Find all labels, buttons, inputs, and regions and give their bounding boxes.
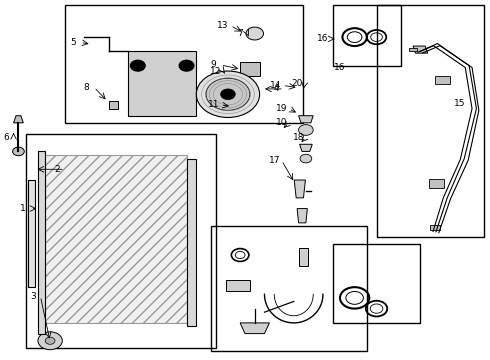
- Bar: [333, 244, 420, 323]
- Polygon shape: [299, 144, 312, 152]
- Bar: [65, 5, 303, 123]
- Bar: [333, 5, 401, 66]
- Text: 3: 3: [30, 292, 36, 301]
- Circle shape: [196, 71, 260, 117]
- Polygon shape: [413, 46, 428, 53]
- Text: 18: 18: [293, 132, 304, 141]
- Text: 9: 9: [211, 60, 216, 69]
- Polygon shape: [225, 280, 250, 291]
- Bar: [45, 155, 187, 323]
- Polygon shape: [297, 208, 307, 223]
- Circle shape: [246, 27, 264, 40]
- Polygon shape: [38, 152, 45, 334]
- Text: 7: 7: [237, 29, 243, 38]
- Polygon shape: [430, 225, 440, 230]
- Circle shape: [298, 125, 313, 135]
- Text: 8: 8: [84, 83, 90, 92]
- Polygon shape: [298, 248, 308, 266]
- Polygon shape: [187, 158, 196, 327]
- Text: 12: 12: [210, 67, 221, 76]
- Polygon shape: [298, 116, 313, 123]
- Polygon shape: [28, 180, 35, 287]
- Text: 19: 19: [276, 104, 287, 113]
- Bar: [376, 5, 484, 237]
- Text: 6: 6: [3, 132, 9, 141]
- Circle shape: [45, 337, 55, 344]
- Polygon shape: [128, 51, 196, 116]
- Text: 15: 15: [454, 99, 465, 108]
- Text: 2: 2: [54, 165, 60, 174]
- Text: 10: 10: [276, 118, 287, 127]
- Polygon shape: [240, 323, 270, 334]
- Text: 13: 13: [218, 21, 229, 30]
- Circle shape: [38, 332, 62, 350]
- Polygon shape: [429, 179, 444, 188]
- Polygon shape: [240, 62, 260, 76]
- Circle shape: [13, 147, 24, 156]
- Polygon shape: [435, 76, 450, 84]
- Text: 5: 5: [70, 38, 76, 47]
- Text: 20: 20: [292, 79, 303, 88]
- Circle shape: [179, 60, 194, 71]
- Circle shape: [220, 89, 235, 100]
- Polygon shape: [294, 180, 305, 198]
- Text: 11: 11: [208, 100, 219, 109]
- Circle shape: [206, 78, 250, 111]
- Circle shape: [130, 60, 145, 71]
- Polygon shape: [109, 102, 118, 109]
- Polygon shape: [14, 116, 24, 123]
- Circle shape: [300, 154, 312, 163]
- Polygon shape: [409, 48, 416, 51]
- Text: 17: 17: [269, 156, 280, 165]
- Text: 16: 16: [334, 63, 346, 72]
- Bar: [26, 134, 216, 348]
- Text: 14: 14: [270, 81, 281, 90]
- Text: 4: 4: [274, 84, 279, 93]
- Bar: [211, 226, 367, 351]
- Text: 1: 1: [21, 204, 26, 213]
- Text: 16: 16: [317, 35, 329, 44]
